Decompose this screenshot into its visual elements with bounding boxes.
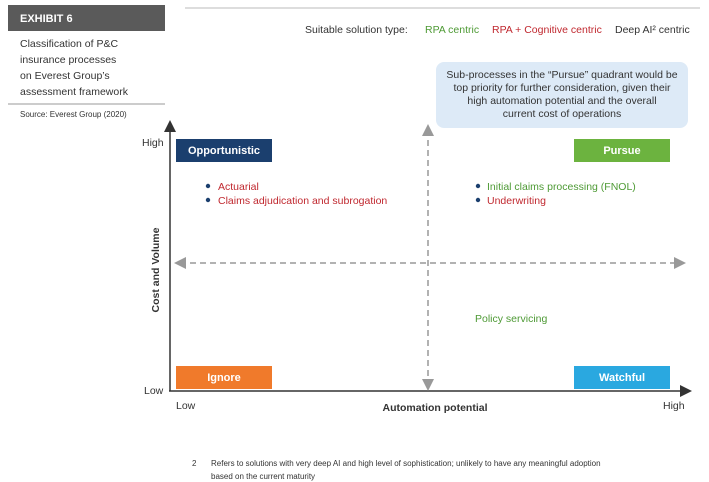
source: Source: Everest Group (2020) (20, 110, 127, 119)
y-low: Low (144, 385, 164, 397)
exhibit-label: EXHIBIT 6 (20, 13, 73, 25)
quadrant-box (176, 139, 272, 162)
quadrant-label: Pursue (603, 145, 640, 157)
footnote-line: Refers to solutions with very deep AI an… (211, 459, 601, 468)
exhibit-box (8, 5, 165, 31)
quadrant-label: Watchful (599, 372, 645, 384)
callout-line: current cost of operations (503, 108, 621, 120)
y-label: Cost and Volume (150, 227, 162, 312)
legend-item: RPA centric (425, 24, 479, 36)
quadrant-box (176, 366, 272, 389)
callout-line: high automation potential and the overal… (467, 95, 656, 107)
callout-line: top priority for further consideration, … (453, 82, 671, 94)
callout-box (436, 62, 688, 128)
description-line: insurance processes (20, 54, 116, 66)
description-line: Classification of P&C (20, 38, 118, 50)
description-line: assessment framework (20, 86, 129, 98)
footnote-number: 2 (192, 459, 197, 468)
process-item: Policy servicing (475, 313, 548, 325)
bullet (475, 183, 481, 189)
bullet (205, 183, 211, 189)
callout-line: Sub-processes in the “Pursue” quadrant w… (446, 69, 677, 81)
x-low: Low (176, 400, 196, 412)
process-item: Claims adjudication and subrogation (218, 195, 387, 207)
process-item: Actuarial (218, 181, 259, 193)
x-high: High (663, 400, 685, 412)
x-label: Automation potential (383, 402, 488, 414)
quadrant-label: Opportunistic (188, 145, 260, 157)
description-line: on Everest Group’s (20, 70, 110, 82)
quadrant-box (574, 139, 670, 162)
legend-item: Deep AI² centric (615, 24, 690, 36)
quadrant-label: Ignore (207, 372, 241, 384)
y-high: High (142, 137, 164, 149)
legend-item: RPA + Cognitive centric (492, 24, 602, 36)
process-item: Initial claims processing (FNOL) (487, 181, 636, 193)
legend-title: Suitable solution type: (305, 24, 408, 36)
bullet (205, 197, 211, 203)
process-item: Underwriting (487, 195, 546, 207)
footnote-line: based on the current maturity (211, 472, 315, 481)
quadrant-box (574, 366, 670, 389)
bullet (475, 197, 481, 203)
